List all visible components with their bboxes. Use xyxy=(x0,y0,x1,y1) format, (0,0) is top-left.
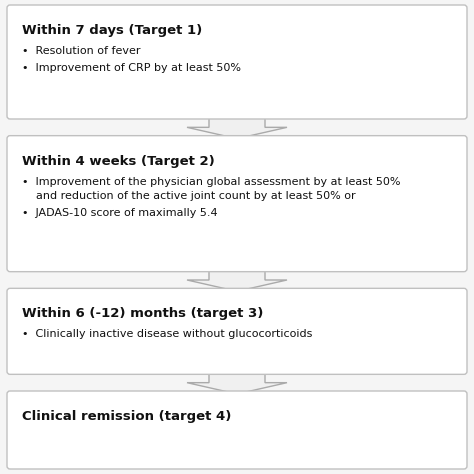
Polygon shape xyxy=(187,371,287,394)
Text: •  Improvement of CRP by at least 50%: • Improvement of CRP by at least 50% xyxy=(22,63,241,73)
Text: •  Improvement of the physician global assessment by at least 50%: • Improvement of the physician global as… xyxy=(22,177,401,187)
Text: Within 4 weeks (Target 2): Within 4 weeks (Target 2) xyxy=(22,155,215,168)
Text: Within 6 (-12) months (target 3): Within 6 (-12) months (target 3) xyxy=(22,307,264,320)
Text: •  Resolution of fever: • Resolution of fever xyxy=(22,46,140,56)
Polygon shape xyxy=(187,269,287,292)
FancyBboxPatch shape xyxy=(7,136,467,272)
Text: Within 7 days (Target 1): Within 7 days (Target 1) xyxy=(22,24,202,37)
Text: and reduction of the active joint count by at least 50% or: and reduction of the active joint count … xyxy=(22,191,355,201)
Polygon shape xyxy=(187,116,287,139)
Text: Clinical remission (target 4): Clinical remission (target 4) xyxy=(22,410,231,423)
Text: •  Clinically inactive disease without glucocorticoids: • Clinically inactive disease without gl… xyxy=(22,329,312,339)
FancyBboxPatch shape xyxy=(7,288,467,374)
FancyBboxPatch shape xyxy=(7,5,467,119)
FancyBboxPatch shape xyxy=(7,391,467,469)
Text: •  JADAS-10 score of maximally 5.4: • JADAS-10 score of maximally 5.4 xyxy=(22,208,218,218)
